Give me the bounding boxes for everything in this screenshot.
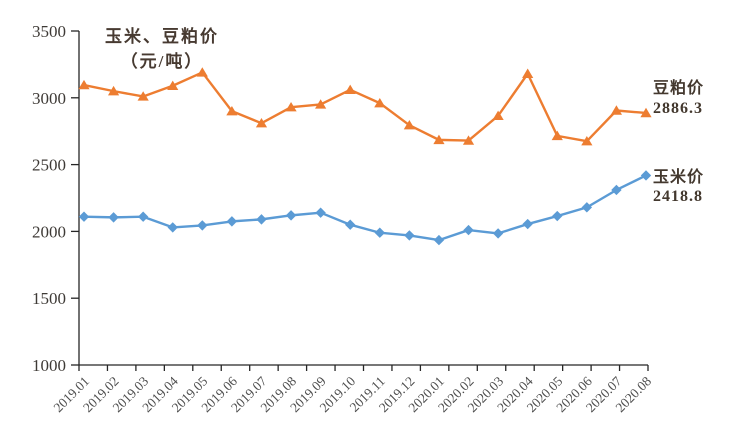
corn-marker-diamond — [463, 224, 474, 236]
corn-marker-diamond — [404, 230, 415, 241]
corn-marker-diamond — [581, 202, 593, 213]
soybean-meal-marker-triangle — [167, 80, 179, 90]
soybean-meal-marker-triangle — [315, 99, 327, 109]
corn-marker-diamond — [374, 227, 385, 238]
soybean-meal-marker-triangle — [344, 84, 356, 94]
soybean-meal-last-value: 2886.3 — [653, 100, 703, 117]
soybean-meal-marker-triangle — [196, 67, 208, 77]
soybean-meal-marker-triangle — [492, 110, 504, 121]
soybean-meal-marker-triangle — [522, 68, 534, 78]
corn-line — [82, 174, 648, 242]
soybean-meal-marker-triangle — [255, 117, 268, 128]
soybean-meal-marker-triangle — [462, 135, 475, 145]
corn-marker-diamond — [345, 219, 356, 230]
y-axis-tick-label: 3500 — [32, 22, 66, 41]
corn-marker-diamond — [315, 207, 326, 218]
corn-marker-diamond — [611, 184, 622, 196]
soybean-meal-marker-triangle — [403, 119, 415, 130]
corn-marker-diamond — [167, 222, 178, 233]
corn-marker-diamond — [433, 234, 445, 246]
soybean-meal-marker-triangle — [433, 134, 445, 145]
corn-marker-diamond — [285, 210, 297, 221]
y-axis-tick-label: 3000 — [32, 89, 66, 108]
soybean-meal-marker-triangle — [551, 130, 563, 141]
y-axis-tick-label: 1500 — [32, 289, 66, 308]
soybean-meal-marker-triangle — [78, 79, 90, 90]
soybean-meal-marker-triangle — [610, 105, 623, 115]
corn-marker-diamond — [552, 210, 563, 222]
corn-marker-diamond — [78, 211, 90, 222]
corn-marker-diamond — [197, 220, 208, 231]
soybean-meal-marker-triangle — [226, 105, 238, 116]
soybean-meal-marker-triangle — [107, 85, 120, 96]
soybean-meal-marker-triangle — [581, 136, 593, 146]
chart-title: 玉米、豆粕价 — [105, 27, 219, 46]
soybean-meal-series-label: 豆粕价 — [653, 80, 705, 97]
soybean-meal-marker-triangle — [640, 107, 652, 118]
corn-marker-diamond — [256, 214, 267, 225]
y-axis-tick-label: 1000 — [32, 356, 66, 375]
corn-marker-diamond — [226, 216, 238, 227]
corn-marker-diamond — [492, 228, 504, 239]
corn-marker-diamond — [137, 211, 149, 222]
chart-title-unit: （元/吨） — [120, 52, 204, 71]
corn-marker-diamond — [108, 212, 119, 223]
soybean-meal-marker-triangle — [137, 91, 149, 101]
soybean-meal-line — [82, 71, 648, 143]
soybean-meal-marker-triangle — [374, 97, 386, 108]
corn-marker-diamond — [640, 170, 652, 181]
corn-last-value: 2418.8 — [653, 188, 703, 205]
y-axis-tick-label: 2000 — [32, 222, 66, 241]
soybean-meal-marker-triangle — [285, 101, 297, 112]
y-axis-tick-label: 2500 — [32, 156, 66, 175]
corn-marker-diamond — [522, 218, 533, 230]
corn-series-label: 玉米价 — [653, 169, 705, 186]
